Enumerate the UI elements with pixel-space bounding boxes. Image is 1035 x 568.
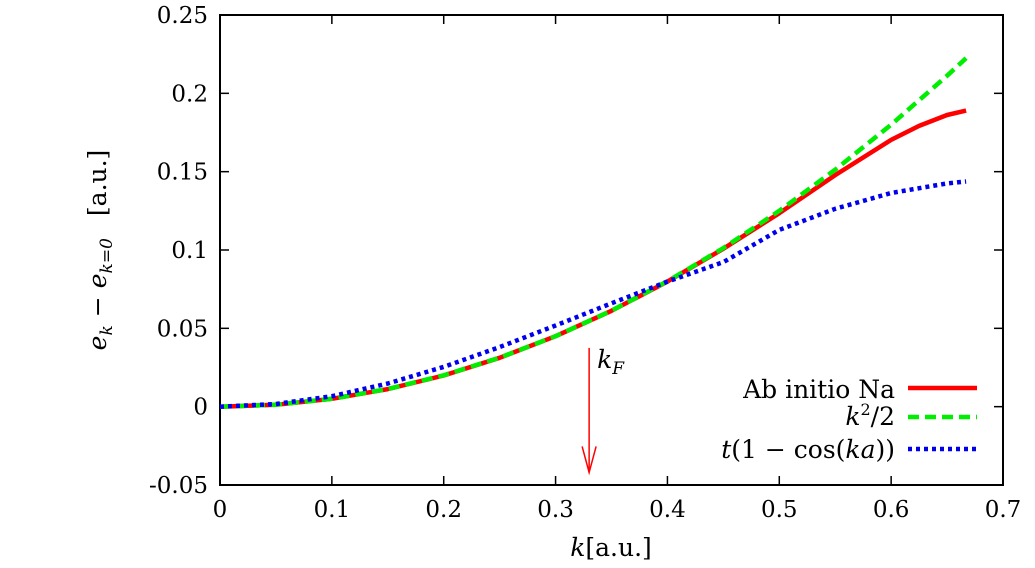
legend: Ab initio Na k2/2 t(1 − cos(ka)): [721, 375, 977, 464]
y-tick-label: 0.25: [157, 3, 208, 29]
legend-label-tight-binding: t(1 − cos(ka)): [721, 435, 895, 464]
fermi-arrow-head: [581, 446, 597, 476]
legend-label-k2-rest: /2: [871, 402, 895, 431]
y-axis-label-sub-k: k: [97, 325, 117, 335]
legend-label-tb-mid: (1 − cos(: [731, 435, 845, 464]
y-tick-label: -0.05: [149, 473, 208, 499]
series-tight-binding: [219, 179, 967, 409]
fermi-label: kF: [597, 345, 625, 379]
x-axis-label: k[a.u.]: [570, 533, 652, 562]
y-axis-label-minus: −: [83, 296, 112, 317]
x-tick-label: 0.4: [649, 497, 686, 523]
x-axis-label-k: k: [570, 533, 585, 562]
x-tick-label: 0.7: [985, 497, 1022, 523]
y-axis-label-sub-k0: k=0: [97, 238, 117, 274]
series-k2-over-2: [219, 56, 968, 409]
axis-ticks: 0 0.1 0.2 0.3 0.4 0.5 0.6 0.7-0.0500.050.10.150…: [149, 3, 1021, 523]
y-axis-label-e2: e: [83, 273, 112, 288]
legend-label-ab-initio: Ab initio Na: [742, 375, 895, 404]
y-tick-label: 0.2: [171, 81, 208, 107]
x-axis-label-unit: [a.u.]: [585, 533, 651, 562]
y-axis-label: ek−ek=0[a.u.]: [83, 150, 117, 351]
y-axis-label-e: e: [83, 336, 112, 351]
legend-label-k2-k: k: [845, 402, 860, 431]
x-tick-label: 0: [213, 497, 228, 523]
legend-label-k2-sup: 2: [860, 400, 870, 419]
fermi-label-k: k: [597, 345, 612, 374]
x-tick-label: 0.2: [425, 497, 462, 523]
legend-label-tb-ka: ka: [845, 435, 875, 464]
data-series: [219, 56, 968, 409]
series-ab-initio: [219, 108, 967, 409]
y-axis-label-unit: [a.u.]: [83, 150, 112, 216]
y-tick-label: 0.15: [157, 160, 208, 186]
legend-label-tb-t: t: [721, 435, 732, 464]
x-tick-label: 0.1: [314, 497, 351, 523]
x-tick-label: 0.5: [761, 497, 798, 523]
y-tick-label: 0: [193, 395, 208, 421]
y-tick-label: 0.1: [171, 238, 208, 264]
legend-label-k2: k2/2: [845, 400, 895, 431]
x-tick-label: 0.3: [537, 497, 574, 523]
y-tick-label: 0.05: [157, 316, 208, 342]
legend-label-tb-end: )): [875, 435, 895, 464]
fermi-label-sub: F: [611, 359, 625, 379]
fermi-annotation: kF: [581, 345, 625, 476]
x-tick-label: 0.6: [873, 497, 910, 523]
